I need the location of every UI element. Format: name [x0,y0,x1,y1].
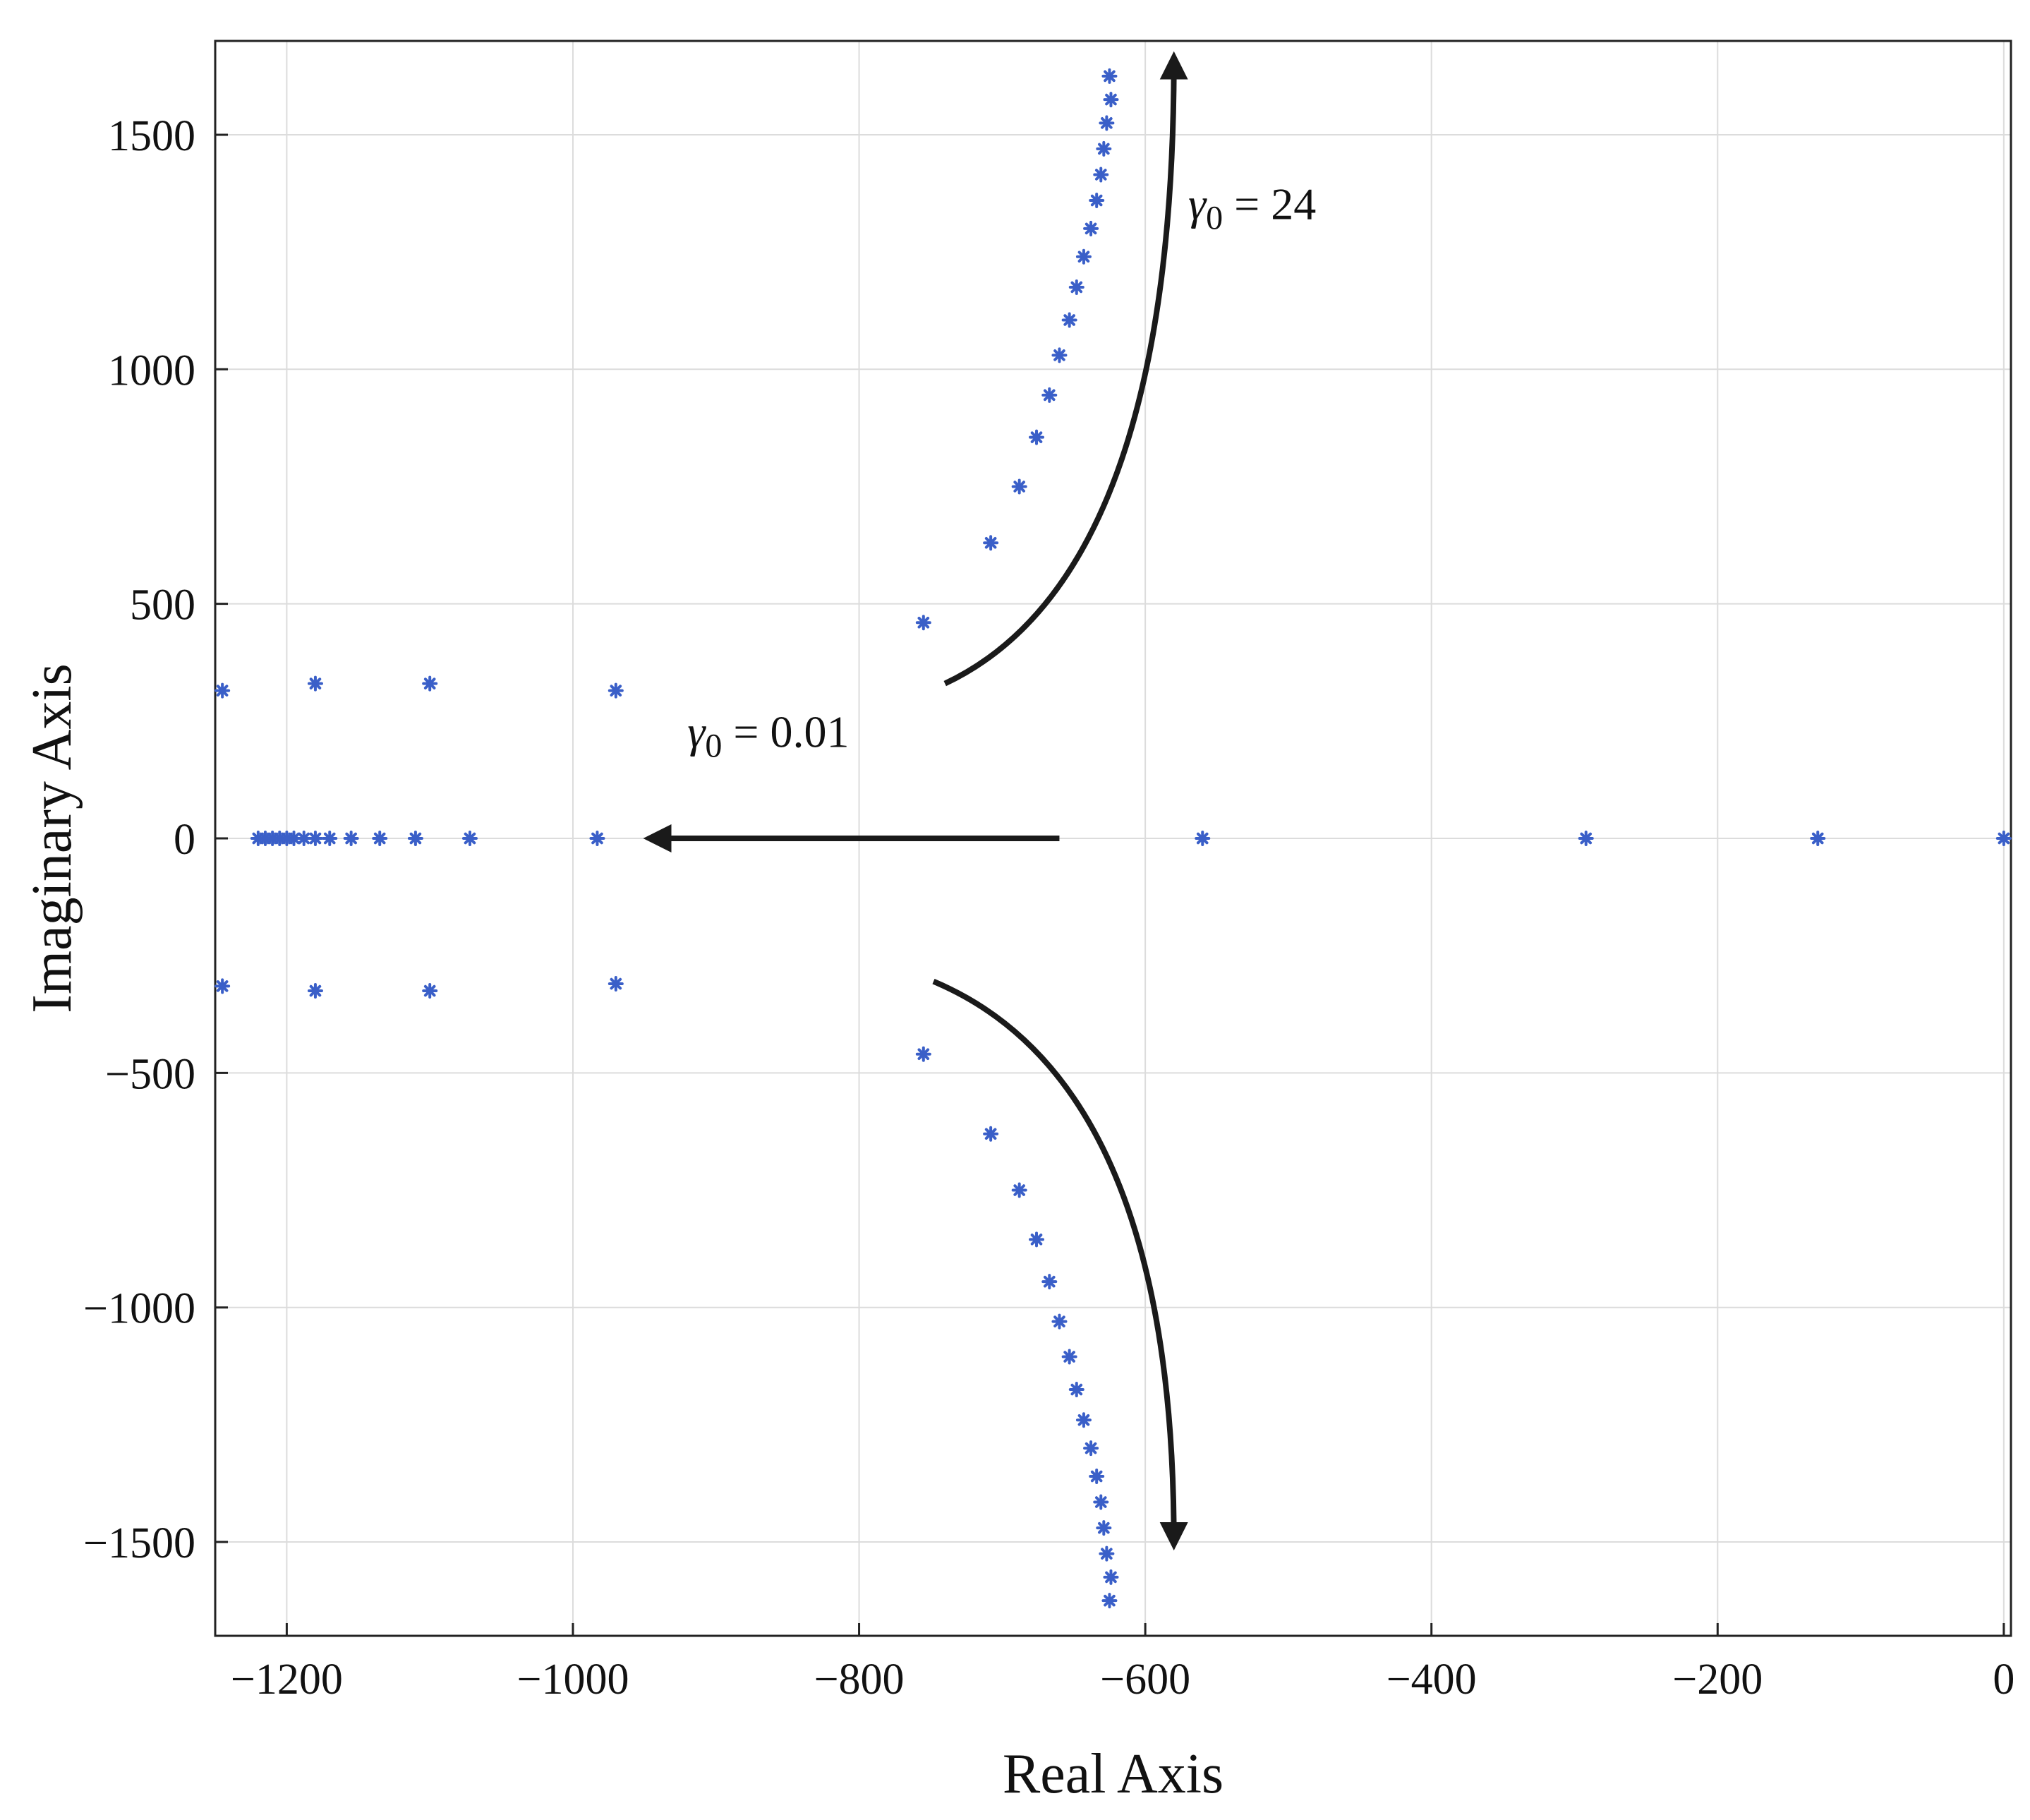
data-point [1011,1182,1027,1198]
annotation-gamma-001-symbol: γ [687,706,706,757]
data-point [215,682,231,699]
data-point [1083,1440,1099,1457]
data-point [1093,1494,1109,1510]
data-point [1061,1349,1077,1365]
data-point [1103,92,1119,108]
x-tick-label: −400 [1386,1656,1477,1704]
data-point [589,831,605,846]
data-point [1075,1412,1092,1428]
annotation-gamma-24-symbol: γ [1188,179,1207,229]
data-point [1101,1593,1118,1609]
data-point [1093,167,1109,183]
data-point [983,1126,999,1142]
data-point [1051,1313,1068,1330]
data-point [608,976,624,992]
data-point [1099,1545,1115,1562]
arrow-up-curve [943,51,1188,687]
annotation-gamma-24: γ0 = 24 [1188,179,1316,237]
data-point [307,983,323,999]
x-tick-label: −1200 [231,1656,343,1704]
y-tick-label: −1000 [83,1285,195,1333]
data-point [1089,1469,1105,1484]
data-point [1068,1382,1085,1398]
data-point [1075,248,1092,265]
y-tick-label: 0 [174,816,195,864]
x-tick-label: 0 [1993,1656,2014,1704]
data-point [1103,1569,1119,1585]
annotation-gamma-001-value: = 0.01 [722,706,849,757]
annotation-gamma-24-subscript: 0 [1206,200,1223,237]
y-axis-ticks: 1500 1000 500 0 −500 −1000 −1500 [83,112,228,1567]
grid [215,41,2011,1636]
data-point [422,675,438,692]
data-point [1096,140,1112,157]
x-tick-label: −600 [1100,1656,1190,1704]
data-point [983,535,999,551]
data-point [343,831,359,846]
data-point [608,682,624,699]
data-point [1029,1231,1045,1248]
data-point [1068,279,1085,295]
data-point [372,831,388,846]
data-point [1810,831,1826,846]
y-tick-label: −500 [105,1050,195,1098]
annotation-gamma-001: γ0 = 0.01 [687,706,849,764]
data-point [1051,347,1068,363]
data-point [915,1046,931,1062]
data-point [215,978,231,994]
data-point [915,615,931,631]
annotation-gamma-24-value: = 24 [1223,179,1316,229]
data-point [1578,831,1594,846]
x-tick-label: −1000 [516,1656,629,1704]
data-point [1041,387,1058,403]
data-point [1099,115,1115,131]
data-point [1041,1274,1058,1290]
annotation-gamma-001-subscript: 0 [705,727,722,764]
data-point [1101,68,1118,84]
data-point [1083,220,1099,236]
data-point [307,831,323,846]
x-tick-label: −200 [1672,1656,1763,1704]
y-tick-label: −1500 [83,1519,195,1567]
data-point [1195,831,1211,846]
data-point [1089,193,1105,208]
y-tick-label: 500 [130,581,195,629]
data-points [215,68,2012,1609]
x-tick-label: −800 [814,1656,905,1704]
x-axis-ticks: −1200 −1000 −800 −600 −400 −200 0 [231,1623,2014,1704]
data-point [1995,831,2012,846]
data-point [422,983,438,999]
data-point [1096,1520,1112,1536]
data-point [1029,429,1045,445]
data-point [1061,312,1077,328]
data-point [1011,478,1027,495]
y-tick-label: 1000 [108,346,195,394]
y-tick-label: 1500 [108,112,195,160]
data-point [307,675,323,692]
y-axis-label: Imaginary Axis [21,663,83,1013]
data-point [322,831,338,846]
x-axis-label: Real Axis [1003,1743,1224,1805]
data-point [461,831,478,846]
arrow-down-curve [932,979,1188,1551]
data-point [407,831,423,846]
